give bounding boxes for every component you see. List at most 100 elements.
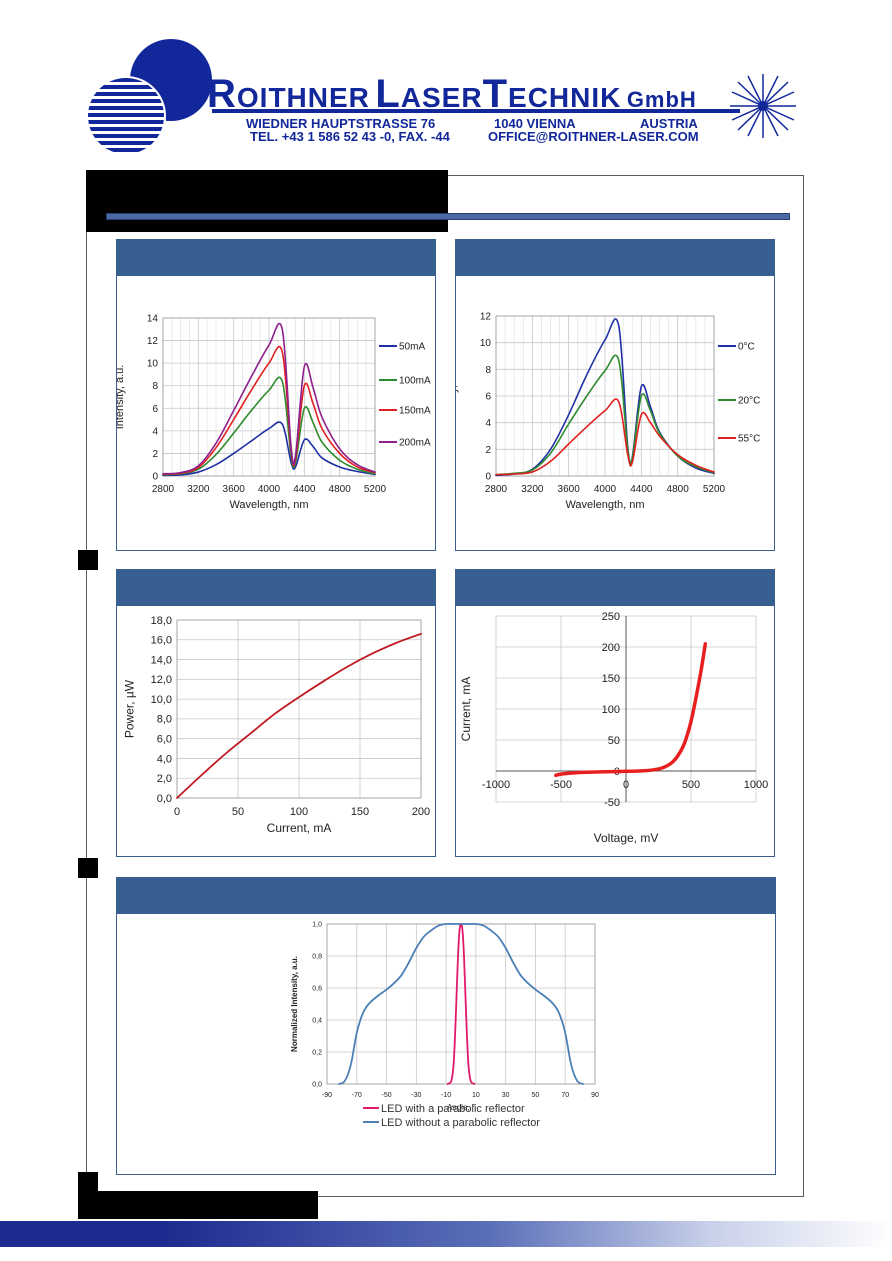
x-tick-label: 1000: [744, 779, 768, 791]
panel-spectrum-temperature: 2800 3200 3600 4000 4400 4800 5200 0 2 4 6 8 10 12 Wav…: [455, 239, 775, 551]
y-tick-label: 4: [152, 426, 158, 437]
panel-radiation-pattern: -90 -70 -50 -30 -10 10 30 50 70 90 0,0 0,2 0,4 0,6 0,8…: [116, 877, 776, 1175]
x-tick-label: -30: [411, 1092, 421, 1099]
panel-power-current: 0 50 100 150 200 0,0 2,0 4,0 6,0 8,0 10,0 12,0 14,0 1…: [116, 569, 436, 857]
x-tick-label: 2800: [485, 484, 508, 495]
x-tick-label: 200: [412, 806, 430, 818]
y-axis-label: Current, mA: [459, 677, 473, 742]
y-tick-label: 0: [152, 472, 158, 483]
legend-label: 20°C: [738, 396, 760, 407]
x-tick-label: 5200: [703, 484, 726, 495]
y-tick-label: 12: [147, 336, 159, 347]
y-tick-label: -50: [604, 797, 620, 809]
x-axis-label: Current, mA: [267, 821, 332, 835]
y-tick-label: 1,0: [312, 921, 322, 928]
y-tick-label: 50: [608, 735, 620, 747]
series-line: [162, 421, 376, 477]
legend-label: 50mA: [399, 342, 425, 353]
series-line: [446, 923, 476, 1085]
chart-power-current: 0 50 100 150 200 0,0 2,0 4,0 6,0 8,0 10,0 12,0 14,0 1…: [123, 615, 431, 835]
y-tick-label: 200: [602, 642, 620, 654]
y-tick-label: 250: [602, 611, 620, 623]
x-tick-label: 30: [502, 1092, 510, 1099]
plot-area: [176, 619, 422, 799]
x-tick-label: 10: [472, 1092, 480, 1099]
series-line: [495, 398, 715, 476]
x-axis-label: Voltage, mV: [594, 831, 659, 845]
x-tick-label: 0: [174, 806, 180, 818]
plot-area: [326, 923, 596, 1085]
y-tick-label: 0,0: [157, 793, 172, 805]
y-axis-label: Power, µW: [123, 679, 137, 738]
chart-spectrum-temperature: 2800 3200 3600 4000 4400 4800 5200 0 2 4 6 8 10 12 Wav…: [456, 312, 760, 512]
company-name: ROITHNER LASERTECHNIK GmbH: [207, 72, 697, 116]
panel-header: [117, 878, 775, 914]
x-tick-label: 50: [232, 806, 244, 818]
y-tick-label: 0,6: [312, 985, 322, 992]
panel-header: [456, 570, 774, 606]
y-axis-label: Intensity, a.u.: [456, 364, 459, 429]
x-tick-label: 100: [290, 806, 308, 818]
section-marker: [78, 858, 98, 878]
section-marker: [78, 550, 98, 570]
y-tick-label: 100: [602, 704, 620, 716]
panel-header: [117, 570, 435, 606]
x-tick-label: 50: [532, 1092, 540, 1099]
chart-spectrum-current: 2800 3200 3600 4000 4400 4800 5200 0 2 4 6 8 10 12 14 W…: [117, 314, 431, 512]
legend-label: 150mA: [399, 406, 431, 417]
y-axis-label: Intensity, a.u.: [117, 365, 126, 430]
y-tick-label: 2: [485, 445, 491, 456]
panel-iv-curve: -1000 -500 0 500 1000 -50 0 50 100 150 200 250 Volta…: [455, 569, 775, 857]
x-tick-label: 4800: [329, 484, 352, 495]
x-tick-label: 5200: [364, 484, 387, 495]
y-tick-label: 6: [485, 392, 491, 403]
y-tick-label: 10: [147, 359, 159, 370]
chart-iv-curve: -1000 -500 0 500 1000-50050100150200250Volta…: [459, 611, 768, 845]
brand-underline: [212, 109, 740, 113]
y-tick-label: 8,0: [157, 714, 172, 726]
x-tick-label: 90: [591, 1092, 599, 1099]
y-tick-label: 2,0: [157, 773, 172, 785]
chart-radiation-pattern: -90 -70 -50 -30 -10 10 30 50 70 90 0,0 0,2 0,4 0,6 0,8…: [290, 921, 599, 1129]
y-tick-label: 10,0: [151, 694, 172, 706]
x-tick-label: -10: [441, 1092, 451, 1099]
address-street: WIEDNER HAUPTSTRASSE 76: [246, 116, 436, 131]
contact-email: OFFICE@ROITHNER-LASER.COM: [488, 129, 699, 144]
x-axis-label: Angle, °: [447, 1103, 475, 1112]
x-tick-label: 500: [682, 779, 700, 791]
legend-label: LED without a parabolic reflector: [381, 1117, 540, 1129]
series-line: [554, 642, 708, 778]
y-tick-label: 18,0: [151, 615, 172, 627]
y-tick-label: 12: [480, 312, 492, 323]
y-tick-label: 4: [485, 418, 491, 429]
x-axis-label: Wavelength, nm: [229, 499, 308, 511]
title-block: [86, 170, 448, 232]
x-tick-label: 4400: [630, 484, 653, 495]
contact-phone: TEL. +43 1 586 52 43 -0, FAX. -44: [250, 129, 450, 144]
y-tick-label: 14: [147, 314, 159, 325]
y-tick-label: 2: [152, 449, 158, 460]
x-tick-label: -70: [352, 1092, 362, 1099]
x-tick-label: 4800: [667, 484, 690, 495]
legend-label: 55°C: [738, 434, 760, 445]
address-city: 1040 VIENNA: [494, 116, 576, 131]
y-tick-label: 0,0: [312, 1081, 322, 1088]
x-tick-label: 4400: [293, 484, 316, 495]
y-tick-label: 10: [480, 338, 492, 349]
y-tick-label: 12,0: [151, 674, 172, 686]
x-tick-label: 0: [623, 779, 629, 791]
y-tick-label: 6,0: [157, 734, 172, 746]
series-line: [162, 322, 376, 475]
x-tick-label: 4000: [258, 484, 281, 495]
address-country: AUSTRIA: [640, 116, 698, 131]
x-tick-label: 70: [561, 1092, 569, 1099]
y-tick-label: 16,0: [151, 635, 172, 647]
panel-spectrum-current: 2800 3200 3600 4000 4400 4800 5200 0 2 4 6 8 10 12 14 W…: [116, 239, 436, 551]
y-tick-label: 4,0: [157, 753, 172, 765]
series-line: [162, 376, 376, 476]
x-tick-label: 3200: [521, 484, 544, 495]
x-tick-label: 3600: [558, 484, 581, 495]
plot-area: [162, 317, 376, 477]
y-tick-label: 0,4: [312, 1017, 322, 1024]
y-tick-label: 0: [485, 472, 491, 483]
